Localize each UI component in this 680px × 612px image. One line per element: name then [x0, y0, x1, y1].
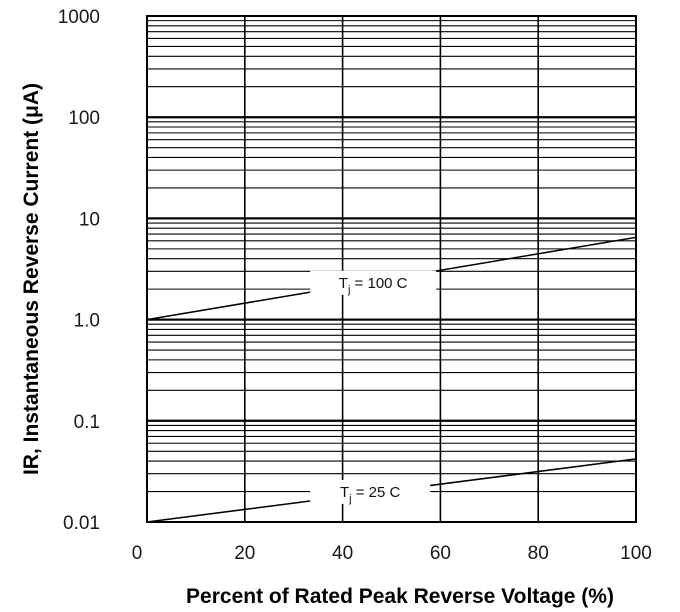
series-lines: Tj = 100 C Tj = 25 C [146, 236, 637, 523]
x-axis-title: Percent of Rated Peak Reverse Voltage (%… [186, 585, 614, 608]
y-tick-label: 1000 [58, 7, 100, 28]
y-tick-label: 1.0 [74, 311, 100, 332]
series-label: Tj = 25 C [340, 484, 401, 505]
series-label: Tj = 100 C [339, 275, 408, 296]
x-tick-label: 20 [234, 543, 255, 564]
x-tick-label: 40 [332, 543, 353, 564]
grid [147, 16, 636, 522]
y-tick-labels: 0.01 0.1 1.0 10 100 1000 [58, 7, 100, 534]
y-tick-label: 0.01 [63, 513, 100, 534]
x-tick-label: 60 [430, 543, 451, 564]
series-label-bg [310, 479, 431, 504]
x-tick-label: 80 [528, 543, 549, 564]
x-tick-labels: 0 20 40 60 80 100 [132, 543, 652, 564]
y-tick-label: 10 [79, 209, 100, 230]
series-label-bg [310, 270, 437, 295]
plot-frame [146, 15, 637, 523]
x-tick-label: 100 [620, 543, 652, 564]
x-tick-label: 0 [132, 543, 143, 564]
y-tick-label: 100 [68, 108, 100, 129]
y-axis-title: IR, Instantaneous Reverse Current (μA) [20, 83, 43, 475]
y-tick-label: 0.1 [74, 412, 100, 433]
